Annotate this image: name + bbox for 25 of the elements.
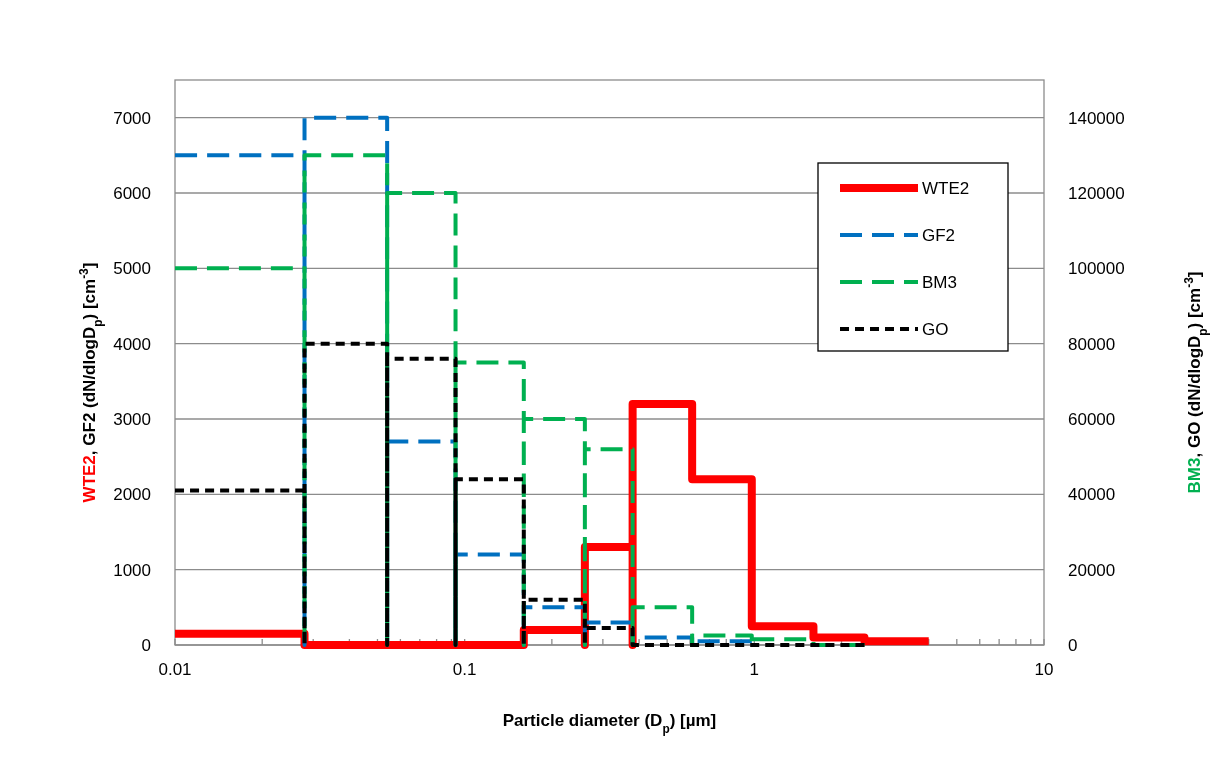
y2-tick-label: 40000 bbox=[1068, 485, 1116, 505]
y-tick-label: 1000 bbox=[113, 560, 151, 580]
x-tick-label: 0.01 bbox=[158, 660, 192, 679]
y-tick-label: 4000 bbox=[113, 334, 151, 354]
x-axis-title: Particle diameter (D$_{p}$) [µm] bbox=[502, 711, 717, 736]
x-tick-label: 10 bbox=[1034, 660, 1054, 679]
y-tick-label: 3000 bbox=[113, 410, 151, 429]
y2-tick-label: 80000 bbox=[1068, 334, 1116, 354]
y-tick-label: 6000 bbox=[113, 184, 151, 203]
y-tick-label: 2000 bbox=[113, 485, 151, 505]
x-tick-label: 0.1 bbox=[452, 660, 477, 679]
y2-tick-label: 20000 bbox=[1068, 560, 1116, 580]
y2-tick-label: 140000 bbox=[1068, 108, 1125, 128]
legend-label: BM3 bbox=[922, 273, 957, 292]
y-tick-label: 0 bbox=[141, 636, 151, 655]
x-tick-label: 1 bbox=[749, 660, 760, 679]
y2-tick-label: 100000 bbox=[1068, 259, 1125, 279]
y2-tick-label: 120000 bbox=[1068, 184, 1125, 203]
y2-tick-label: 0 bbox=[1068, 636, 1078, 655]
legend-label: WTE2 bbox=[922, 179, 970, 198]
y2-tick-label: 60000 bbox=[1068, 410, 1116, 429]
legend-label: GF2 bbox=[922, 226, 956, 245]
y-tick-label: 7000 bbox=[113, 108, 151, 128]
legend-label: GO bbox=[922, 320, 949, 339]
y-tick-label: 5000 bbox=[113, 259, 151, 279]
